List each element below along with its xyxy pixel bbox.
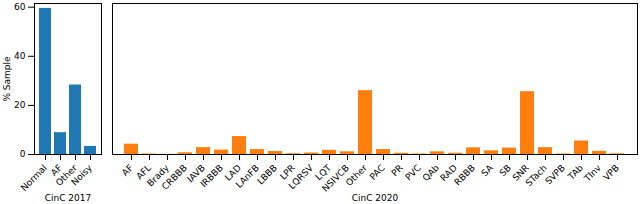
svg-text:TAb: TAb <box>565 163 585 183</box>
svg-text:STach: STach <box>524 163 549 188</box>
svg-text:Normal: Normal <box>19 163 49 193</box>
svg-text:PVC: PVC <box>403 163 423 183</box>
svg-text:Brady: Brady <box>145 162 171 189</box>
svg-text:LQRSV: LQRSV <box>287 162 316 191</box>
svg-text:IRBBB: IRBBB <box>198 163 224 189</box>
svg-text:RBBB: RBBB <box>452 163 477 188</box>
svg-text:LPR: LPR <box>278 162 297 182</box>
svg-text:Noisy: Noisy <box>69 162 94 187</box>
svg-text:% Sample: % Sample <box>2 56 12 102</box>
svg-text:CRBBB: CRBBB <box>159 162 189 192</box>
svg-text:60: 60 <box>14 2 26 12</box>
svg-text:LQT: LQT <box>313 162 333 183</box>
svg-text:CinC 2017: CinC 2017 <box>45 193 92 203</box>
svg-text:SB: SB <box>497 162 513 179</box>
svg-text:LAD: LAD <box>222 162 243 183</box>
svg-text:Other: Other <box>53 162 79 188</box>
svg-text:SA: SA <box>479 162 495 178</box>
svg-text:AFL: AFL <box>134 162 153 182</box>
svg-text:Other: Other <box>344 163 369 188</box>
svg-text:AF: AF <box>48 162 64 178</box>
svg-text:RAD: RAD <box>438 162 459 184</box>
svg-text:QAb: QAb <box>420 163 441 184</box>
svg-text:LBBB: LBBB <box>255 163 279 187</box>
svg-text:IAVB: IAVB <box>185 162 207 185</box>
svg-text:LAnFB: LAnFB <box>234 163 261 190</box>
svg-text:20: 20 <box>14 100 26 110</box>
svg-text:NSIVCB: NSIVCB <box>320 162 351 194</box>
svg-text:40: 40 <box>14 51 26 61</box>
svg-text:VPB: VPB <box>601 163 621 183</box>
svg-text:SNR: SNR <box>510 162 531 183</box>
svg-text:0: 0 <box>20 149 26 159</box>
svg-text:PR: PR <box>389 162 405 178</box>
svg-text:SVPB: SVPB <box>543 163 567 187</box>
svg-text:PAC: PAC <box>368 163 387 182</box>
svg-text:CinC 2020: CinC 2020 <box>352 193 399 203</box>
svg-text:TInv: TInv <box>582 162 604 184</box>
svg-text:AF: AF <box>120 163 135 178</box>
